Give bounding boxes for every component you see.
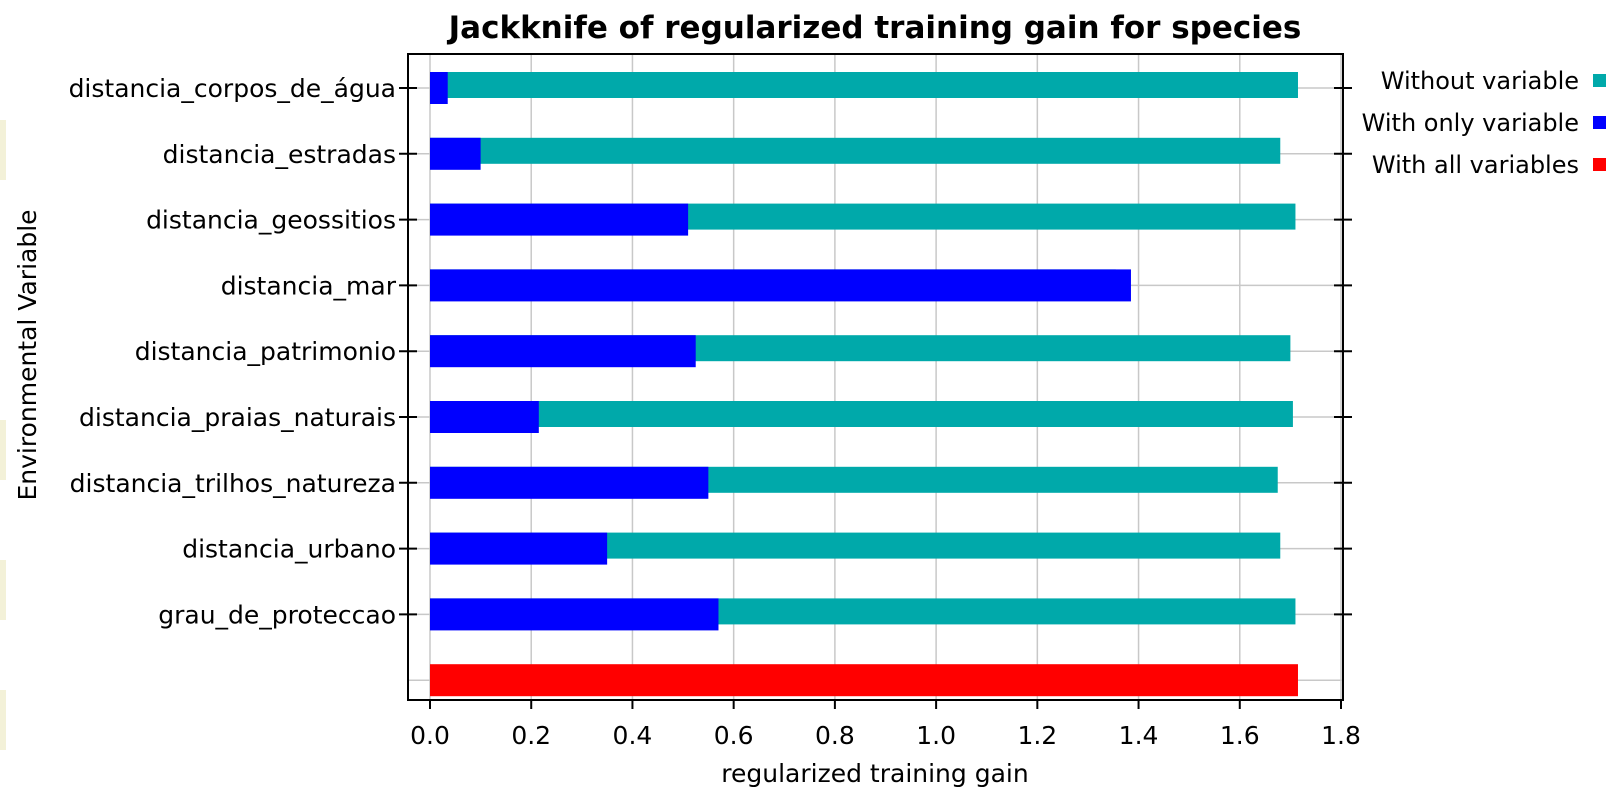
chart-title: Jackknife of regularized training gain f… — [447, 10, 1302, 46]
window-edge-strip — [0, 690, 6, 750]
bar-without-variable — [430, 401, 1293, 427]
legend-swatch — [1593, 158, 1606, 171]
plot-frame — [407, 53, 1344, 701]
bar-without-variable — [430, 72, 1298, 98]
x-tick-label: 0.2 — [511, 721, 551, 750]
ticks-layer: 0.0 0.2 0.4 0.6 0.8 1.0 1.2 1.4 1.6 1.8 distancia_… — [69, 74, 1361, 750]
x-tick-label: 1.4 — [1119, 721, 1159, 750]
bar-with-all-variables — [430, 664, 1298, 697]
bar-with-only-variable — [430, 466, 709, 499]
legend-label: With only variable — [1362, 109, 1579, 137]
bar-with-only-variable — [430, 401, 539, 433]
y-category-label: distancia_geossitios — [146, 206, 396, 235]
window-edge-strip — [0, 420, 6, 480]
legend-label: With all variables — [1372, 151, 1579, 179]
bar-with-only-variable — [430, 137, 481, 170]
x-tick-label: 0.8 — [815, 721, 855, 750]
bar-with-only-variable — [430, 72, 448, 104]
bar-with-only-variable — [430, 532, 608, 565]
x-tick-label: 0.6 — [714, 721, 754, 750]
y-category-label: distancia_estradas — [163, 140, 396, 169]
y-category-label: distancia_trilhos_natureza — [70, 469, 396, 498]
bars-layer — [430, 72, 1298, 697]
legend: Without variable With only variable With a… — [1362, 67, 1606, 179]
x-tick-label: 1.8 — [1321, 721, 1361, 750]
x-tick-label: 1.6 — [1220, 721, 1260, 750]
y-category-label: distancia_urbano — [182, 535, 396, 564]
bar-with-only-variable — [430, 598, 719, 631]
y-category-label: distancia_patrimonio — [135, 337, 396, 366]
x-tick-label: 0.0 — [410, 721, 450, 750]
window-edge-strip — [0, 120, 6, 180]
x-tick-label: 1.0 — [916, 721, 956, 750]
bar-with-only-variable — [430, 269, 1131, 302]
x-tick-label: 1.2 — [1017, 721, 1057, 750]
legend-label: Without variable — [1381, 67, 1579, 95]
y-category-label: grau_de_proteccao — [158, 600, 396, 629]
bar-with-only-variable — [430, 335, 696, 368]
legend-swatch — [1593, 116, 1606, 129]
y-category-label: distancia_praias_naturais — [79, 403, 396, 432]
bar-with-only-variable — [430, 203, 689, 236]
y-category-label: distancia_corpos_de_água — [69, 74, 396, 103]
bar-without-variable — [430, 137, 1281, 164]
y-category-label: distancia_mar — [221, 271, 397, 300]
x-axis-label: regularized training gain — [721, 759, 1028, 788]
x-tick-label: 0.4 — [613, 721, 653, 750]
legend-swatch — [1593, 74, 1606, 87]
window-edge-strip — [0, 560, 6, 620]
y-axis-label: Environmental Variable — [13, 209, 42, 500]
